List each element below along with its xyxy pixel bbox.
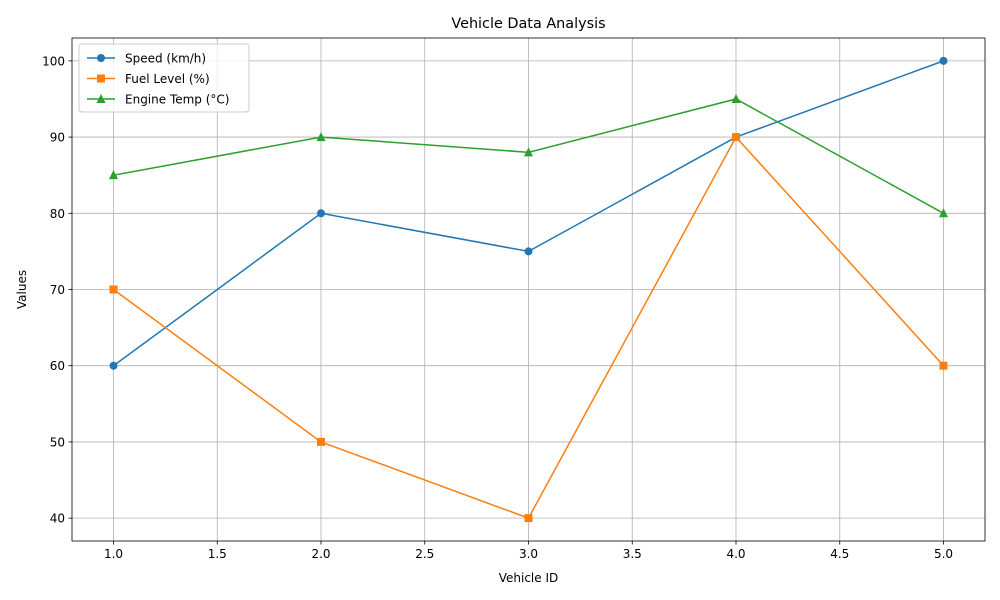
x-tick-label: 5.0 — [934, 547, 953, 561]
x-tick-label: 4.0 — [726, 547, 745, 561]
legend-marker — [97, 74, 105, 83]
x-tick-label: 1.0 — [104, 547, 123, 561]
data-point — [109, 170, 118, 180]
legend-marker — [96, 94, 106, 103]
data-point — [109, 285, 118, 294]
legend-label: Speed (km/h) — [125, 52, 206, 66]
data-point — [524, 247, 533, 256]
x-tick-label: 2.5 — [415, 547, 434, 561]
axis-ticks: 1.0 1.5 2.0 2.5 3.0 3.5 4.0 4.5 5.0 40 50 60 70 80 90 1… — [42, 54, 953, 561]
legend-item: Speed (km/h) — [87, 52, 206, 66]
data-point — [939, 56, 948, 65]
data-point — [524, 147, 533, 157]
legend-label: Engine Temp (°C) — [125, 93, 229, 107]
legend: Speed (km/h) Fuel Level (%) Engine Temp (°… — [78, 43, 250, 113]
x-tick-label: 1.5 — [208, 547, 227, 561]
y-tick-label: 80 — [50, 207, 65, 221]
data-point — [732, 133, 740, 142]
data-point — [939, 361, 948, 370]
legend-label: Fuel Level (%) — [125, 72, 210, 86]
x-tick-label: 3.5 — [623, 547, 642, 561]
y-tick-label: 50 — [50, 435, 65, 449]
data-point — [731, 93, 741, 103]
x-axis-label: Vehicle ID — [499, 571, 559, 585]
y-tick-label: 40 — [50, 512, 65, 526]
chart-title: Vehicle Data Analysis — [451, 16, 605, 32]
legend-box — [78, 43, 250, 113]
y-tick-label: 70 — [50, 283, 65, 297]
series-3 — [109, 93, 948, 218]
y-tick-label: 60 — [50, 359, 65, 373]
legend-item: Fuel Level (%) — [87, 72, 210, 86]
series — [109, 56, 948, 523]
y-tick-label: 100 — [42, 54, 65, 68]
legend-marker — [97, 54, 105, 62]
data-point — [317, 437, 325, 446]
series-2 — [109, 133, 948, 523]
y-axis-label: Values — [15, 270, 29, 309]
data-point — [939, 208, 948, 218]
data-point — [524, 514, 533, 523]
x-tick-label: 4.5 — [830, 547, 849, 561]
x-tick-label: 2.0 — [311, 547, 330, 561]
legend-item: Engine Temp (°C) — [87, 93, 229, 107]
data-point — [317, 209, 325, 218]
data-point — [316, 132, 326, 142]
x-tick-label: 3.0 — [519, 547, 538, 561]
data-point — [109, 361, 118, 370]
y-tick-label: 90 — [50, 131, 65, 145]
